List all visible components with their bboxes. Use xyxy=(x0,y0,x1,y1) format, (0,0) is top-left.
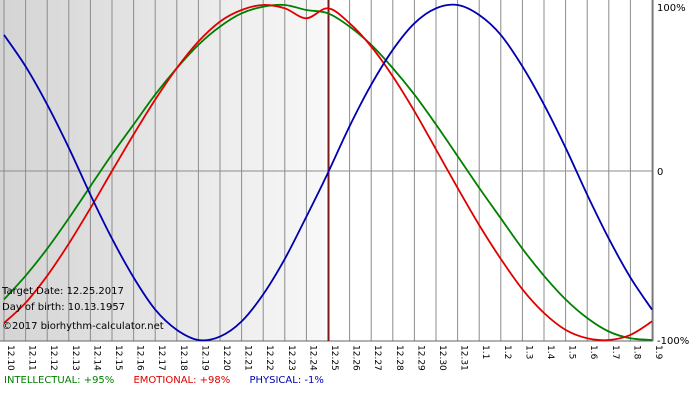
legend-intellectual: INTELLECTUAL: +95% xyxy=(4,375,115,386)
x-tick-label: 12.31 xyxy=(459,345,469,371)
x-tick-label: 12.20 xyxy=(221,345,231,371)
x-tick-label: 12.23 xyxy=(286,345,296,371)
grid-lines xyxy=(0,0,654,342)
x-tick-label: 1.1 xyxy=(480,345,490,359)
x-tick-label: 12.21 xyxy=(243,345,253,371)
series-lines xyxy=(3,3,653,342)
x-tick-label: 1.2 xyxy=(502,345,512,359)
x-tick-label: 12.28 xyxy=(394,345,404,371)
x-tick-label: 12.10 xyxy=(5,345,15,371)
x-tick-label: 1.5 xyxy=(567,345,577,359)
x-tick-label: 12.15 xyxy=(113,345,123,371)
series-physical-line xyxy=(3,3,653,342)
series-emotional-line xyxy=(3,4,653,342)
copyright-label: ©2017 biorhythm-calculator.net xyxy=(2,321,164,332)
x-tick-label: 12.19 xyxy=(199,345,209,371)
x-tick-label: 12.25 xyxy=(329,345,339,371)
x-tick-labels: 12.10 12.11 12.12 12.13 12.14 12.15 12.16 12.17… xyxy=(5,345,663,371)
x-tick-label: 12.30 xyxy=(437,345,447,371)
x-tick-label: 1.3 xyxy=(523,345,533,359)
x-tick-label: 1.8 xyxy=(631,345,641,360)
x-tick-label: 12.13 xyxy=(70,345,80,371)
birth-date-label: Day of birth: 10.13.1957 xyxy=(2,302,126,313)
y-tick-label: 0 xyxy=(657,167,663,178)
legend-physical: PHYSICAL: -1% xyxy=(249,375,324,386)
x-tick-label: 12.24 xyxy=(307,345,317,371)
x-tick-label: 12.26 xyxy=(351,345,361,371)
series-intellectual-line xyxy=(3,3,653,341)
target-date-label: Target Date: 12.25.2017 xyxy=(2,286,124,297)
x-tick-label: 12.18 xyxy=(178,345,188,371)
legend: INTELLECTUAL: +95% EMOTIONAL: +98% PHYSI… xyxy=(4,375,340,386)
x-tick-label: 12.22 xyxy=(264,345,274,371)
x-tick-label: 12.11 xyxy=(27,345,37,371)
x-tick-label: 12.29 xyxy=(415,345,425,371)
x-tick-label: 1.6 xyxy=(588,345,598,360)
x-tick-label: 12.14 xyxy=(91,345,101,371)
y-tick-labels: 100% 0 -100% xyxy=(657,3,689,347)
x-tick-label: 1.4 xyxy=(545,345,555,360)
x-tick-label: 12.12 xyxy=(48,345,58,371)
x-tick-label: 12.27 xyxy=(372,345,382,371)
legend-emotional: EMOTIONAL: +98% xyxy=(133,375,231,386)
x-tick-label: 12.16 xyxy=(135,345,145,371)
y-tick-label: -100% xyxy=(657,336,689,347)
y-tick-label: 100% xyxy=(657,3,686,14)
x-tick-label: 1.9 xyxy=(653,345,663,360)
x-tick-label: 1.7 xyxy=(610,345,620,359)
x-tick-label: 12.17 xyxy=(156,345,166,371)
